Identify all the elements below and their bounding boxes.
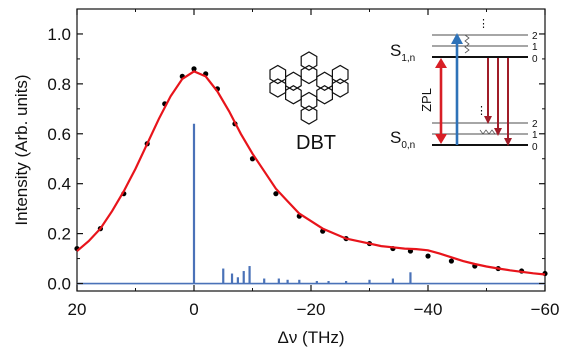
y-tick-label: 0.6 [47,125,71,144]
upper-level-1-label: 1 [532,42,538,53]
zpl-label: ZPL [419,88,434,112]
benzene-ring [269,78,287,98]
y-tick-label: 0.0 [47,275,71,294]
molecule-label: DBT [296,132,336,154]
data-point [191,66,197,72]
fit-curve [76,70,546,276]
emission-arrow-1-head [484,116,492,124]
dbt-molecule-icon [269,51,349,125]
upper-level-0-label: 0 [532,54,538,65]
upper-level-2-label: 2 [532,31,538,42]
fit-line [76,70,546,276]
data-point [448,258,454,264]
benzene-ring [285,71,302,91]
y-tick-label: 0.2 [47,225,71,244]
benzene-ring [285,85,302,105]
y-tick-label: 0.4 [47,175,71,194]
upper-relaxation-wiggle [464,34,470,54]
benzene-ring [316,85,333,105]
x-tick-label: −60 [531,300,560,319]
energy-level-diagram: 2 1 0 ⋮ 2 1 0 ⋮ S1,n S0,n ZPL [390,18,538,153]
benzene-ring [331,64,349,85]
absorption-arrow-head [451,33,463,44]
zpl-arrow-head-up [435,58,447,68]
y-tick-label: 0.8 [47,75,71,94]
x-tick-label: −40 [414,300,443,319]
x-tick-label: 0 [189,300,198,319]
x-tick-label: −20 [297,300,326,319]
data-point [425,253,431,259]
lower-level-1-label: 1 [532,130,538,141]
y-axis-title: Intensity (Arb. units) [12,74,31,225]
emission-arrow-2-head [494,128,502,136]
y-tick-label: 1.0 [47,25,71,44]
x-axis-title: Δν (THz) [277,328,344,347]
emission-arrow-3-head [504,138,512,146]
upper-state-label: S1,n [390,41,415,64]
benzene-ring [300,105,318,125]
vibronic-sticks [77,123,545,285]
benzene-ring [331,78,349,98]
data-points [74,66,548,277]
lower-dots: ⋮ [476,105,487,117]
benzene-ring [300,91,318,112]
lower-relaxation-wiggle [479,129,496,135]
lower-level-0-label: 0 [532,142,538,153]
lower-state-label: S0,n [390,128,415,151]
data-point [273,191,279,197]
axis-ticks: 20 0 −20 −40 −600.00.20.40.60.81.0 [47,9,559,319]
benzene-ring [300,51,318,71]
lower-level-2-label: 2 [532,119,538,130]
upper-dots: ⋮ [478,18,489,30]
zpl-arrow-head-down [435,134,447,144]
benzene-ring [316,71,333,91]
x-tick-label: 20 [68,300,87,319]
benzene-ring [300,64,318,85]
benzene-ring [269,64,287,85]
